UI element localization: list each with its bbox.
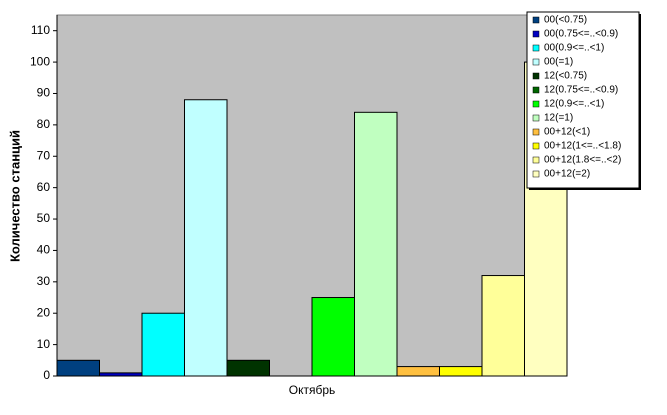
y-tick-label: 50 — [37, 211, 51, 225]
legend-box — [526, 11, 640, 189]
legend-swatch — [532, 72, 540, 80]
legend-label: 00+12(1.8<=..<2) — [544, 155, 621, 166]
legend-label: 00+12(=2) — [544, 169, 590, 180]
legend-label: 00+12(1<=..<1.8) — [544, 141, 621, 152]
legend-swatch — [532, 142, 540, 150]
y-tick-label: 20 — [37, 305, 51, 319]
legend-swatch — [532, 128, 540, 136]
legend-label: 00(=1) — [544, 57, 573, 68]
bar — [226, 359, 270, 377]
legend-swatch — [532, 16, 540, 24]
bar — [481, 275, 525, 377]
bar — [141, 312, 185, 377]
bar — [184, 99, 228, 377]
y-tick-label: 110 — [31, 23, 50, 37]
legend-swatch — [532, 30, 540, 38]
legend-swatch — [532, 58, 540, 66]
legend-swatch — [532, 100, 540, 108]
legend-label: 00(<0.75) — [544, 15, 587, 26]
legend-label: 00(0.9<=..<1) — [544, 43, 604, 54]
y-tick-label: 90 — [37, 86, 51, 100]
y-axis-title: Количество станций — [7, 130, 22, 262]
bar — [439, 366, 483, 377]
bar — [396, 366, 440, 377]
legend-label: 12(0.9<=..<1) — [544, 99, 604, 110]
y-tick-label: 80 — [37, 117, 51, 131]
y-tick-label: 30 — [37, 274, 51, 288]
y-tick-label: 100 — [30, 54, 50, 68]
bar — [354, 111, 398, 377]
y-tick-label: 40 — [37, 243, 51, 257]
legend: 00(<0.75) 00(0.75<=..<0.9) 00(0.9<=..<1) 00… — [526, 11, 641, 190]
legend-swatch — [532, 114, 540, 122]
legend-swatch — [532, 170, 540, 178]
bar — [56, 359, 100, 377]
legend-label: 00(0.75<=..<0.9) — [544, 29, 618, 40]
legend-label: 00+12(<1) — [544, 127, 590, 138]
legend-label: 12(=1) — [544, 113, 573, 124]
x-tick-label: Октябрь — [289, 383, 336, 397]
legend-swatch — [532, 156, 540, 164]
legend-label: 12(0.75<=..<0.9) — [544, 85, 618, 96]
y-tick-label: 60 — [37, 180, 51, 194]
legend-swatch — [532, 44, 540, 52]
y-tick-label: 0 — [43, 368, 50, 382]
bar — [311, 297, 355, 377]
legend-swatch — [532, 86, 540, 94]
y-tick-label: 70 — [37, 148, 51, 162]
legend-label: 12(<0.75) — [544, 71, 587, 82]
y-tick-label: 10 — [37, 337, 51, 351]
